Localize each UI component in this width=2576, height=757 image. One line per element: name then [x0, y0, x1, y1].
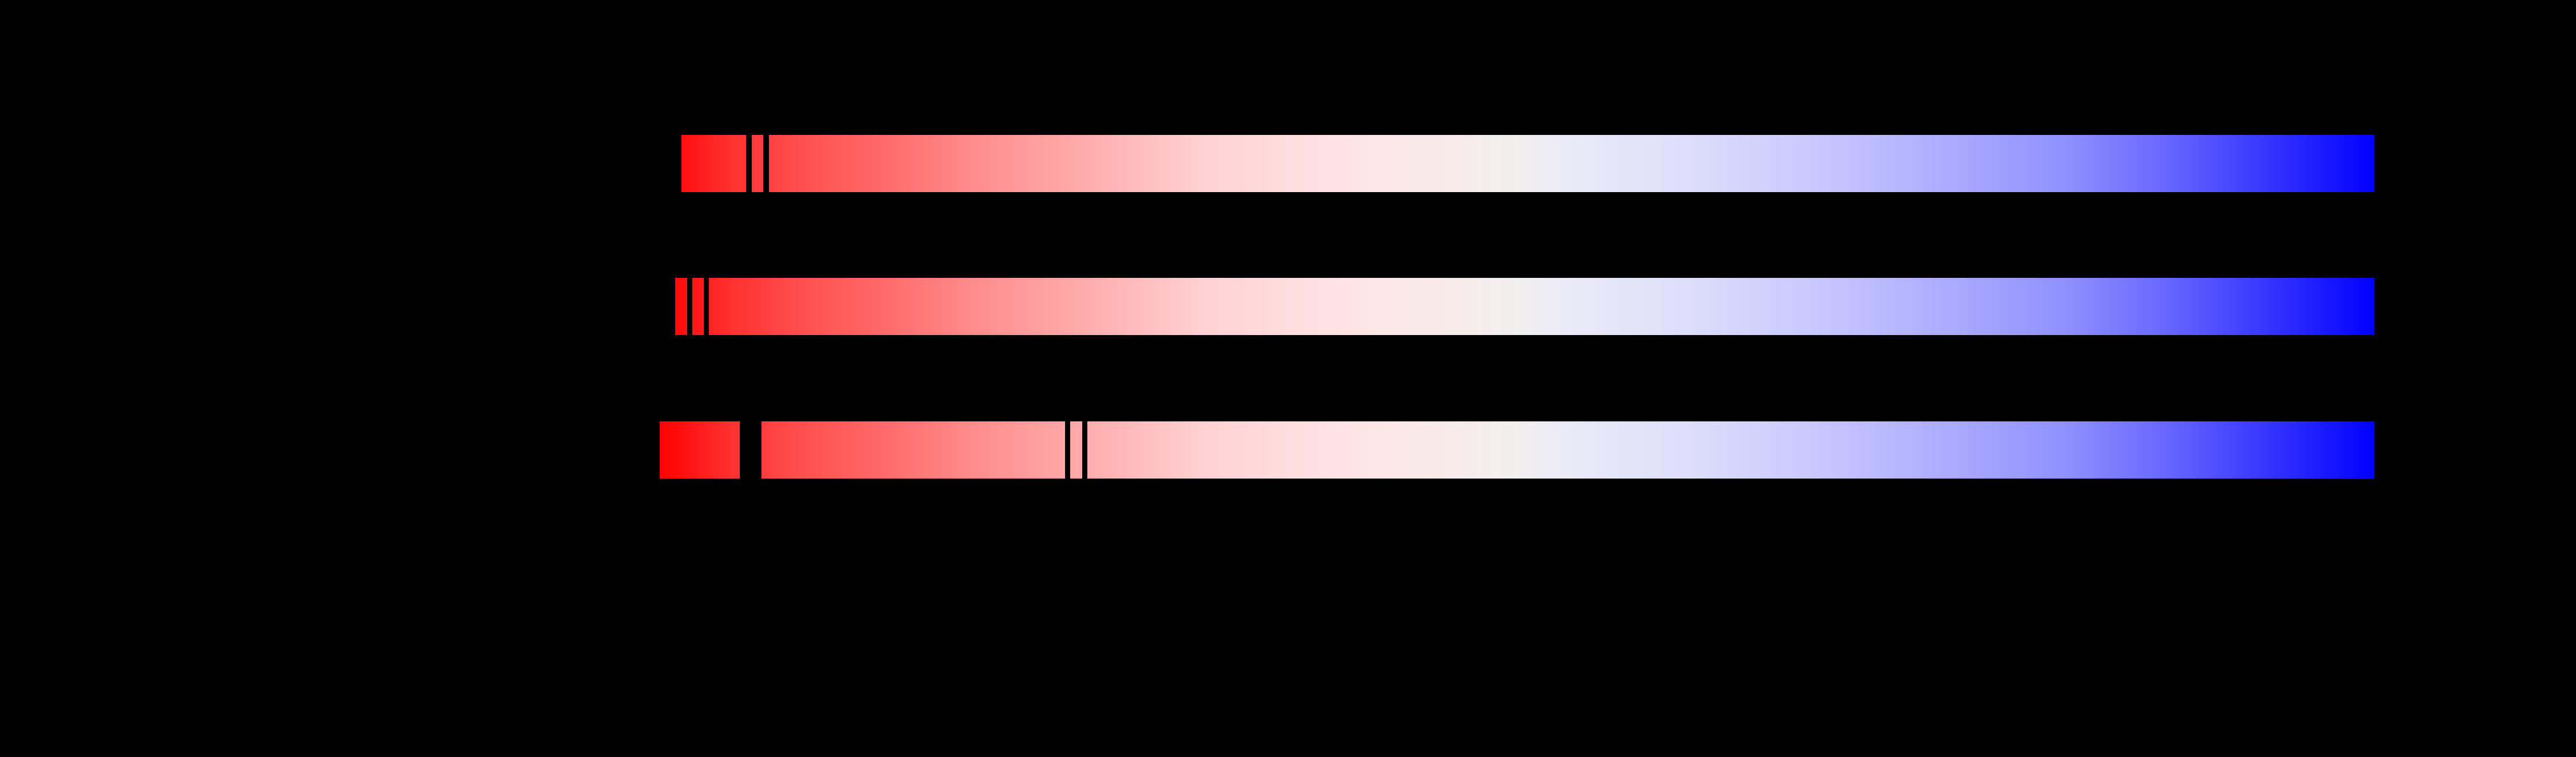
diverging-color-gradient [675, 278, 2374, 335]
gradient-bar-1 [681, 135, 2374, 192]
marker-line [746, 135, 752, 192]
marker-line [1065, 421, 1070, 479]
marker-line [763, 135, 769, 192]
gradient-bar-2 [675, 278, 2374, 335]
marker-line [687, 278, 692, 335]
diverging-color-gradient [681, 135, 2374, 192]
marker-line [704, 278, 709, 335]
thick-marker-band [740, 421, 761, 479]
gradient-bar-3 [660, 421, 2374, 479]
diverging-color-gradient [660, 421, 2374, 479]
marker-line [1082, 421, 1087, 479]
